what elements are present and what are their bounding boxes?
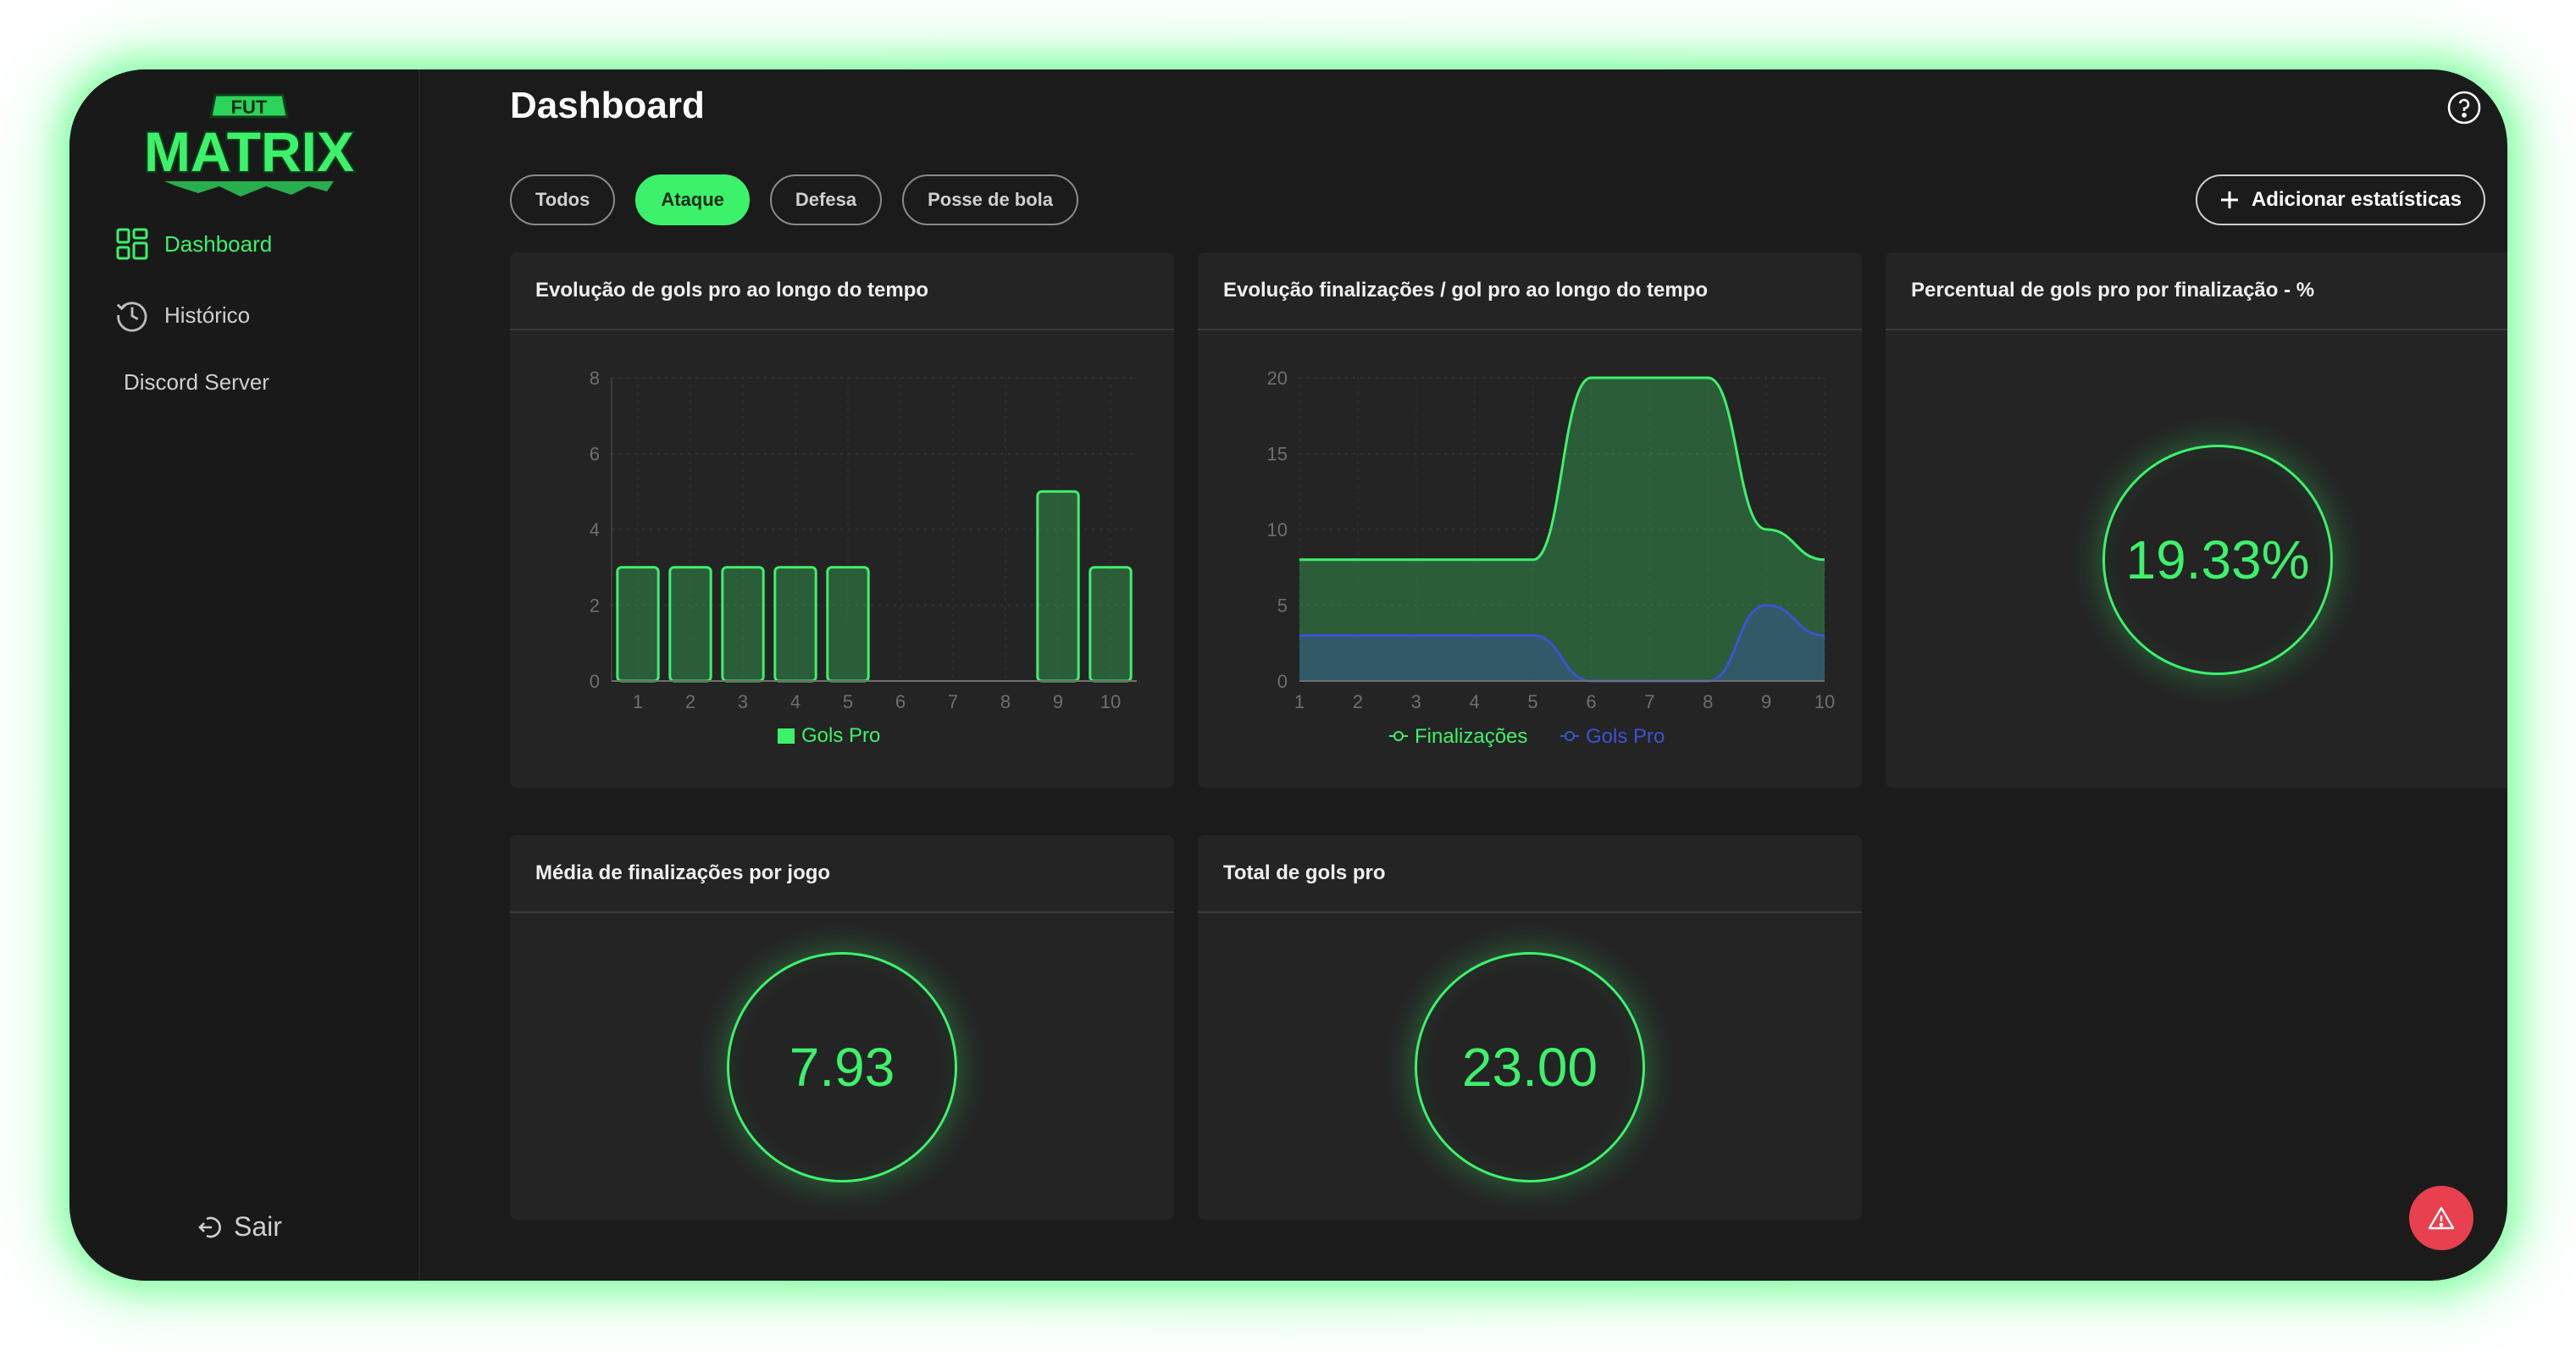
bar	[826, 566, 870, 683]
x-tick-label: 1	[633, 691, 643, 712]
logo-top-text: FUT	[231, 97, 268, 118]
goal-percentage-value: 19.33%	[2102, 445, 2333, 675]
total-goals-card: Total de gols pro 23.00	[1198, 835, 1862, 1220]
y-tick-label: 5	[1277, 595, 1288, 617]
bar	[721, 566, 765, 683]
series-area	[1299, 378, 1825, 681]
filter-todos[interactable]: Todos	[510, 174, 616, 225]
card-title: Percentual de gols pro por finalização -…	[1886, 252, 2507, 330]
x-tick-label: 3	[738, 691, 748, 712]
shots-area-chart: 0 5 10 15 20 1 2 3 4 5 6 7 8 9 10 Finalizações Gols Pro	[1267, 368, 1836, 748]
x-tick-label: 10	[1814, 691, 1835, 712]
logout-label: Sair	[234, 1211, 282, 1242]
series-line	[1299, 603, 1825, 683]
legend-label: Finalizações	[1415, 725, 1527, 748]
dashboard-grid-icon	[115, 227, 149, 261]
sidebar-item-discord[interactable]: Discord Server	[124, 369, 269, 396]
app-window: FUT MATRIX Dashboard	[69, 69, 2507, 1281]
sidebar-item-label: Discord Server	[124, 369, 269, 395]
page-title: Dashboard	[510, 85, 705, 126]
main-content: Dashboard Todos Ataque Defesa Posse de b…	[420, 69, 2507, 1281]
sidebar-item-dashboard[interactable]: Dashboard	[115, 227, 272, 261]
x-tick-label: 8	[1703, 691, 1713, 712]
add-statistics-button[interactable]: Adicionar estatísticas	[2195, 174, 2485, 225]
y-tick-label: 0	[1277, 671, 1288, 692]
x-tick-label: 7	[948, 691, 958, 712]
goals-over-time-card: Evolução de gols pro ao longo do tempo 0…	[510, 252, 1174, 788]
legend-marker	[1565, 731, 1575, 741]
filter-ataque[interactable]: Ataque	[635, 174, 750, 225]
bar	[1089, 566, 1133, 683]
filter-posse-de-bola[interactable]: Posse de bola	[902, 174, 1079, 225]
bar	[668, 566, 712, 683]
legend-marker	[1393, 731, 1404, 741]
y-tick-label: 6	[590, 444, 600, 465]
card-title: Média de finalizações por jogo	[510, 835, 1174, 913]
logout-icon	[198, 1216, 221, 1237]
logout-button[interactable]: Sair	[197, 1211, 282, 1243]
average-shots-card: Média de finalizações por jogo 7.93	[510, 835, 1174, 1220]
goal-percentage-card: Percentual de gols pro por finalização -…	[1886, 252, 2507, 788]
card-title: Evolução finalizações / gol pro ao longo…	[1198, 252, 1862, 330]
sidebar-item-label: Dashboard	[164, 230, 273, 257]
series-line	[1299, 376, 1825, 562]
warning-icon	[2428, 1206, 2455, 1230]
x-tick-label: 2	[1353, 691, 1363, 712]
help-circle-icon[interactable]	[2446, 90, 2482, 125]
filter-tabs: Todos Ataque Defesa Posse de bola	[510, 174, 1079, 225]
x-tick-label: 5	[1527, 691, 1537, 712]
history-icon	[115, 298, 149, 332]
fut-matrix-logo: FUT MATRIX	[142, 93, 356, 197]
y-tick-label: 10	[1267, 519, 1288, 540]
x-tick-label: 9	[1761, 691, 1771, 712]
x-tick-label: 1	[1294, 691, 1305, 712]
legend-swatch	[778, 728, 795, 744]
bar	[1036, 490, 1080, 683]
legend-label: Gols Pro	[1586, 725, 1665, 748]
sidebar: FUT MATRIX Dashboard	[69, 69, 420, 1281]
legend-label: Gols Pro	[801, 724, 880, 747]
bar	[773, 566, 817, 683]
average-shots-value: 7.93	[727, 952, 957, 1182]
bar	[616, 566, 660, 683]
x-tick-label: 8	[1000, 691, 1011, 712]
y-tick-label: 8	[590, 368, 600, 389]
logo-main-text: MATRIX	[144, 120, 354, 183]
y-tick-label: 20	[1267, 368, 1288, 389]
series-area	[1299, 605, 1825, 681]
x-tick-label: 6	[1586, 691, 1596, 712]
add-statistics-label: Adicionar estatísticas	[2251, 188, 2462, 211]
x-tick-label: 3	[1411, 691, 1421, 712]
card-title: Evolução de gols pro ao longo do tempo	[510, 252, 1174, 330]
sidebar-item-historico[interactable]: Histórico	[115, 298, 250, 332]
y-tick-label: 0	[590, 671, 600, 692]
sidebar-item-label: Histórico	[164, 302, 251, 328]
y-tick-label: 4	[590, 519, 600, 540]
x-tick-label: 5	[843, 691, 853, 712]
card-title: Total de gols pro	[1198, 835, 1862, 913]
x-tick-label: 2	[685, 691, 695, 712]
x-tick-label: 4	[1470, 691, 1480, 712]
x-tick-label: 4	[790, 691, 800, 712]
x-tick-label: 9	[1053, 691, 1063, 712]
shots-over-time-card: Evolução finalizações / gol pro ao longo…	[1198, 252, 1862, 788]
y-tick-label: 2	[590, 595, 600, 617]
x-tick-label: 10	[1100, 691, 1121, 712]
x-tick-label: 7	[1644, 691, 1654, 712]
x-tick-label: 6	[895, 691, 906, 712]
report-issue-button[interactable]	[2409, 1186, 2474, 1250]
total-goals-value: 23.00	[1415, 952, 1645, 1182]
y-tick-label: 15	[1267, 444, 1288, 465]
goals-bar-chart: 0 2 4 6 8 1 2 3 4 5 6 7 8 9 10 Gols Pro	[590, 368, 1137, 747]
filter-defesa[interactable]: Defesa	[769, 174, 883, 225]
plus-icon	[2220, 191, 2238, 208]
